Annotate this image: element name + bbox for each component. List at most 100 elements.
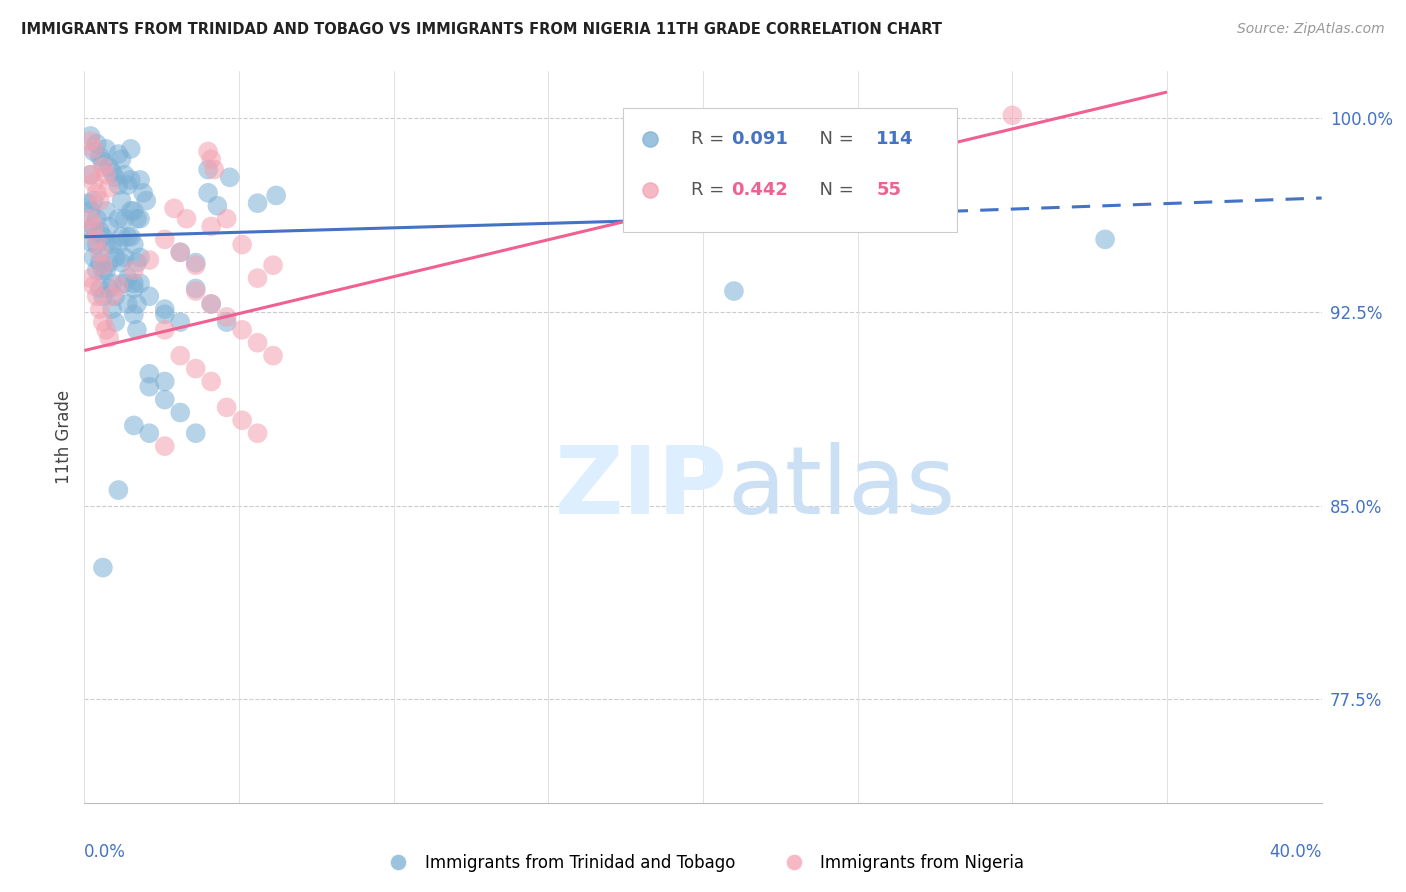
Point [184, 281, 207, 295]
Point [132, 186, 155, 200]
Point [125, 323, 148, 337]
Point [79, 168, 101, 182]
Point [83, 278, 105, 293]
Point [153, 307, 176, 321]
Point [246, 335, 269, 350]
Point [89, 225, 111, 239]
FancyBboxPatch shape [623, 108, 956, 232]
Point [120, 203, 142, 218]
Point [120, 229, 142, 244]
Point [83, 251, 105, 265]
Point [117, 229, 139, 244]
Point [125, 211, 148, 226]
Point [262, 349, 284, 363]
Point [125, 297, 148, 311]
Point [91, 160, 114, 174]
Point [218, 170, 240, 185]
Point [122, 418, 145, 433]
Point [114, 251, 136, 265]
Point [215, 401, 238, 415]
Point [138, 367, 160, 381]
Point [692, 136, 714, 151]
Point [215, 310, 238, 324]
Text: N =: N = [808, 129, 859, 148]
Text: R =: R = [690, 129, 730, 148]
Point [169, 245, 191, 260]
Point [197, 162, 219, 177]
Point [79, 128, 101, 143]
Point [94, 237, 117, 252]
Text: 114: 114 [876, 129, 914, 148]
Text: 40.0%: 40.0% [1270, 843, 1322, 861]
Text: ZIP: ZIP [555, 442, 728, 534]
Point [163, 202, 186, 216]
Point [138, 253, 160, 268]
Point [98, 281, 121, 295]
Point [86, 211, 108, 226]
Point [231, 413, 253, 427]
Point [169, 405, 191, 419]
Point [107, 147, 129, 161]
Point [215, 315, 238, 329]
Point [101, 289, 124, 303]
Point [98, 330, 121, 344]
Point [129, 173, 152, 187]
Point [86, 186, 108, 200]
Point [110, 194, 132, 208]
Point [107, 483, 129, 497]
Point [200, 153, 222, 167]
Point [120, 173, 142, 187]
Point [264, 188, 287, 202]
Point [110, 153, 132, 167]
Point [197, 145, 219, 159]
Point [122, 203, 145, 218]
Point [200, 297, 222, 311]
Point [184, 255, 207, 269]
Point [94, 203, 117, 218]
Point [1094, 232, 1116, 246]
Point [114, 168, 136, 182]
Point [79, 235, 101, 249]
Point [110, 255, 132, 269]
Point [246, 426, 269, 441]
Point [86, 263, 108, 277]
Point [153, 439, 176, 453]
Point [98, 160, 121, 174]
Point [122, 237, 145, 252]
Text: IMMIGRANTS FROM TRINIDAD AND TOBAGO VS IMMIGRANTS FROM NIGERIA 11TH GRADE CORREL: IMMIGRANTS FROM TRINIDAD AND TOBAGO VS I… [21, 22, 942, 37]
Point [184, 361, 207, 376]
Point [94, 263, 117, 277]
Point [138, 426, 160, 441]
Point [76, 196, 98, 211]
Point [104, 251, 127, 265]
Point [153, 302, 176, 317]
Point [101, 165, 124, 179]
Point [79, 134, 101, 148]
Point [104, 315, 127, 329]
Point [101, 237, 124, 252]
Text: 0.0%: 0.0% [84, 843, 127, 861]
Point [86, 232, 108, 246]
Point [104, 170, 127, 185]
Point [262, 258, 284, 272]
Point [107, 178, 129, 192]
Point [101, 277, 124, 291]
Point [122, 263, 145, 277]
Point [125, 255, 148, 269]
Point [122, 277, 145, 291]
Point [89, 245, 111, 260]
Point [129, 277, 152, 291]
Point [107, 237, 129, 252]
Point [114, 211, 136, 226]
Point [89, 302, 111, 317]
Point [1001, 108, 1024, 122]
Point [91, 154, 114, 169]
Point [91, 258, 114, 272]
Point [98, 255, 121, 269]
Point [83, 176, 105, 190]
Point [184, 284, 207, 298]
Point [215, 211, 238, 226]
Point [94, 142, 117, 156]
Point [107, 278, 129, 293]
Point [83, 142, 105, 156]
